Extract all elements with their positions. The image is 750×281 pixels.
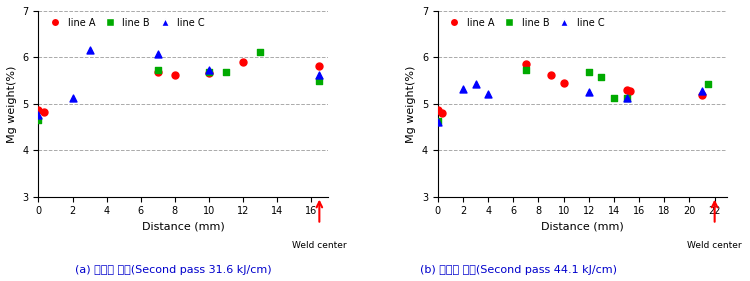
Point bbox=[202, 68, 214, 72]
Point bbox=[32, 108, 44, 112]
Point bbox=[583, 70, 595, 74]
Point bbox=[220, 69, 232, 74]
Point bbox=[702, 82, 714, 87]
Point bbox=[457, 87, 469, 91]
Point bbox=[583, 90, 595, 94]
Point bbox=[237, 60, 249, 64]
Point bbox=[314, 78, 326, 83]
Point bbox=[152, 70, 164, 74]
Point bbox=[38, 110, 50, 114]
Text: (a) 저입열 조건(Second pass 31.6 kJ/cm): (a) 저입열 조건(Second pass 31.6 kJ/cm) bbox=[75, 265, 272, 275]
Legend: line A, line B, line C: line A, line B, line C bbox=[442, 16, 606, 30]
Point bbox=[314, 64, 326, 68]
Point bbox=[67, 96, 79, 101]
Point bbox=[32, 113, 44, 118]
Point bbox=[545, 73, 557, 77]
Point bbox=[520, 68, 532, 72]
Point bbox=[558, 81, 570, 85]
Point bbox=[620, 96, 632, 100]
Y-axis label: Mg weight(%): Mg weight(%) bbox=[7, 65, 17, 142]
Text: (b) 고입열 조건(Second pass 44.1 kJ/cm): (b) 고입열 조건(Second pass 44.1 kJ/cm) bbox=[420, 265, 617, 275]
Point bbox=[520, 62, 532, 67]
Point bbox=[314, 72, 326, 77]
Point bbox=[202, 71, 214, 75]
Point bbox=[202, 69, 214, 74]
Point bbox=[470, 81, 482, 86]
Text: Weld center: Weld center bbox=[292, 241, 346, 250]
Point bbox=[608, 96, 620, 100]
Legend: line A, line B, line C: line A, line B, line C bbox=[44, 16, 207, 30]
X-axis label: Distance (mm): Distance (mm) bbox=[142, 222, 224, 232]
Point bbox=[254, 49, 266, 54]
Point bbox=[32, 118, 44, 122]
Point bbox=[620, 88, 632, 92]
Y-axis label: Mg weight(%): Mg weight(%) bbox=[406, 65, 416, 142]
Point bbox=[482, 91, 494, 96]
Point bbox=[436, 111, 448, 115]
Point bbox=[152, 52, 164, 56]
X-axis label: Distance (mm): Distance (mm) bbox=[542, 222, 624, 232]
Point bbox=[169, 73, 181, 77]
Point bbox=[696, 92, 708, 97]
Point bbox=[83, 48, 95, 53]
Text: Weld center: Weld center bbox=[687, 241, 742, 250]
Point bbox=[596, 75, 608, 80]
Point bbox=[620, 96, 632, 101]
Point bbox=[152, 68, 164, 72]
Point bbox=[432, 120, 444, 125]
Point bbox=[432, 119, 444, 124]
Point bbox=[432, 108, 444, 112]
Point bbox=[696, 89, 708, 94]
Point bbox=[624, 89, 636, 93]
